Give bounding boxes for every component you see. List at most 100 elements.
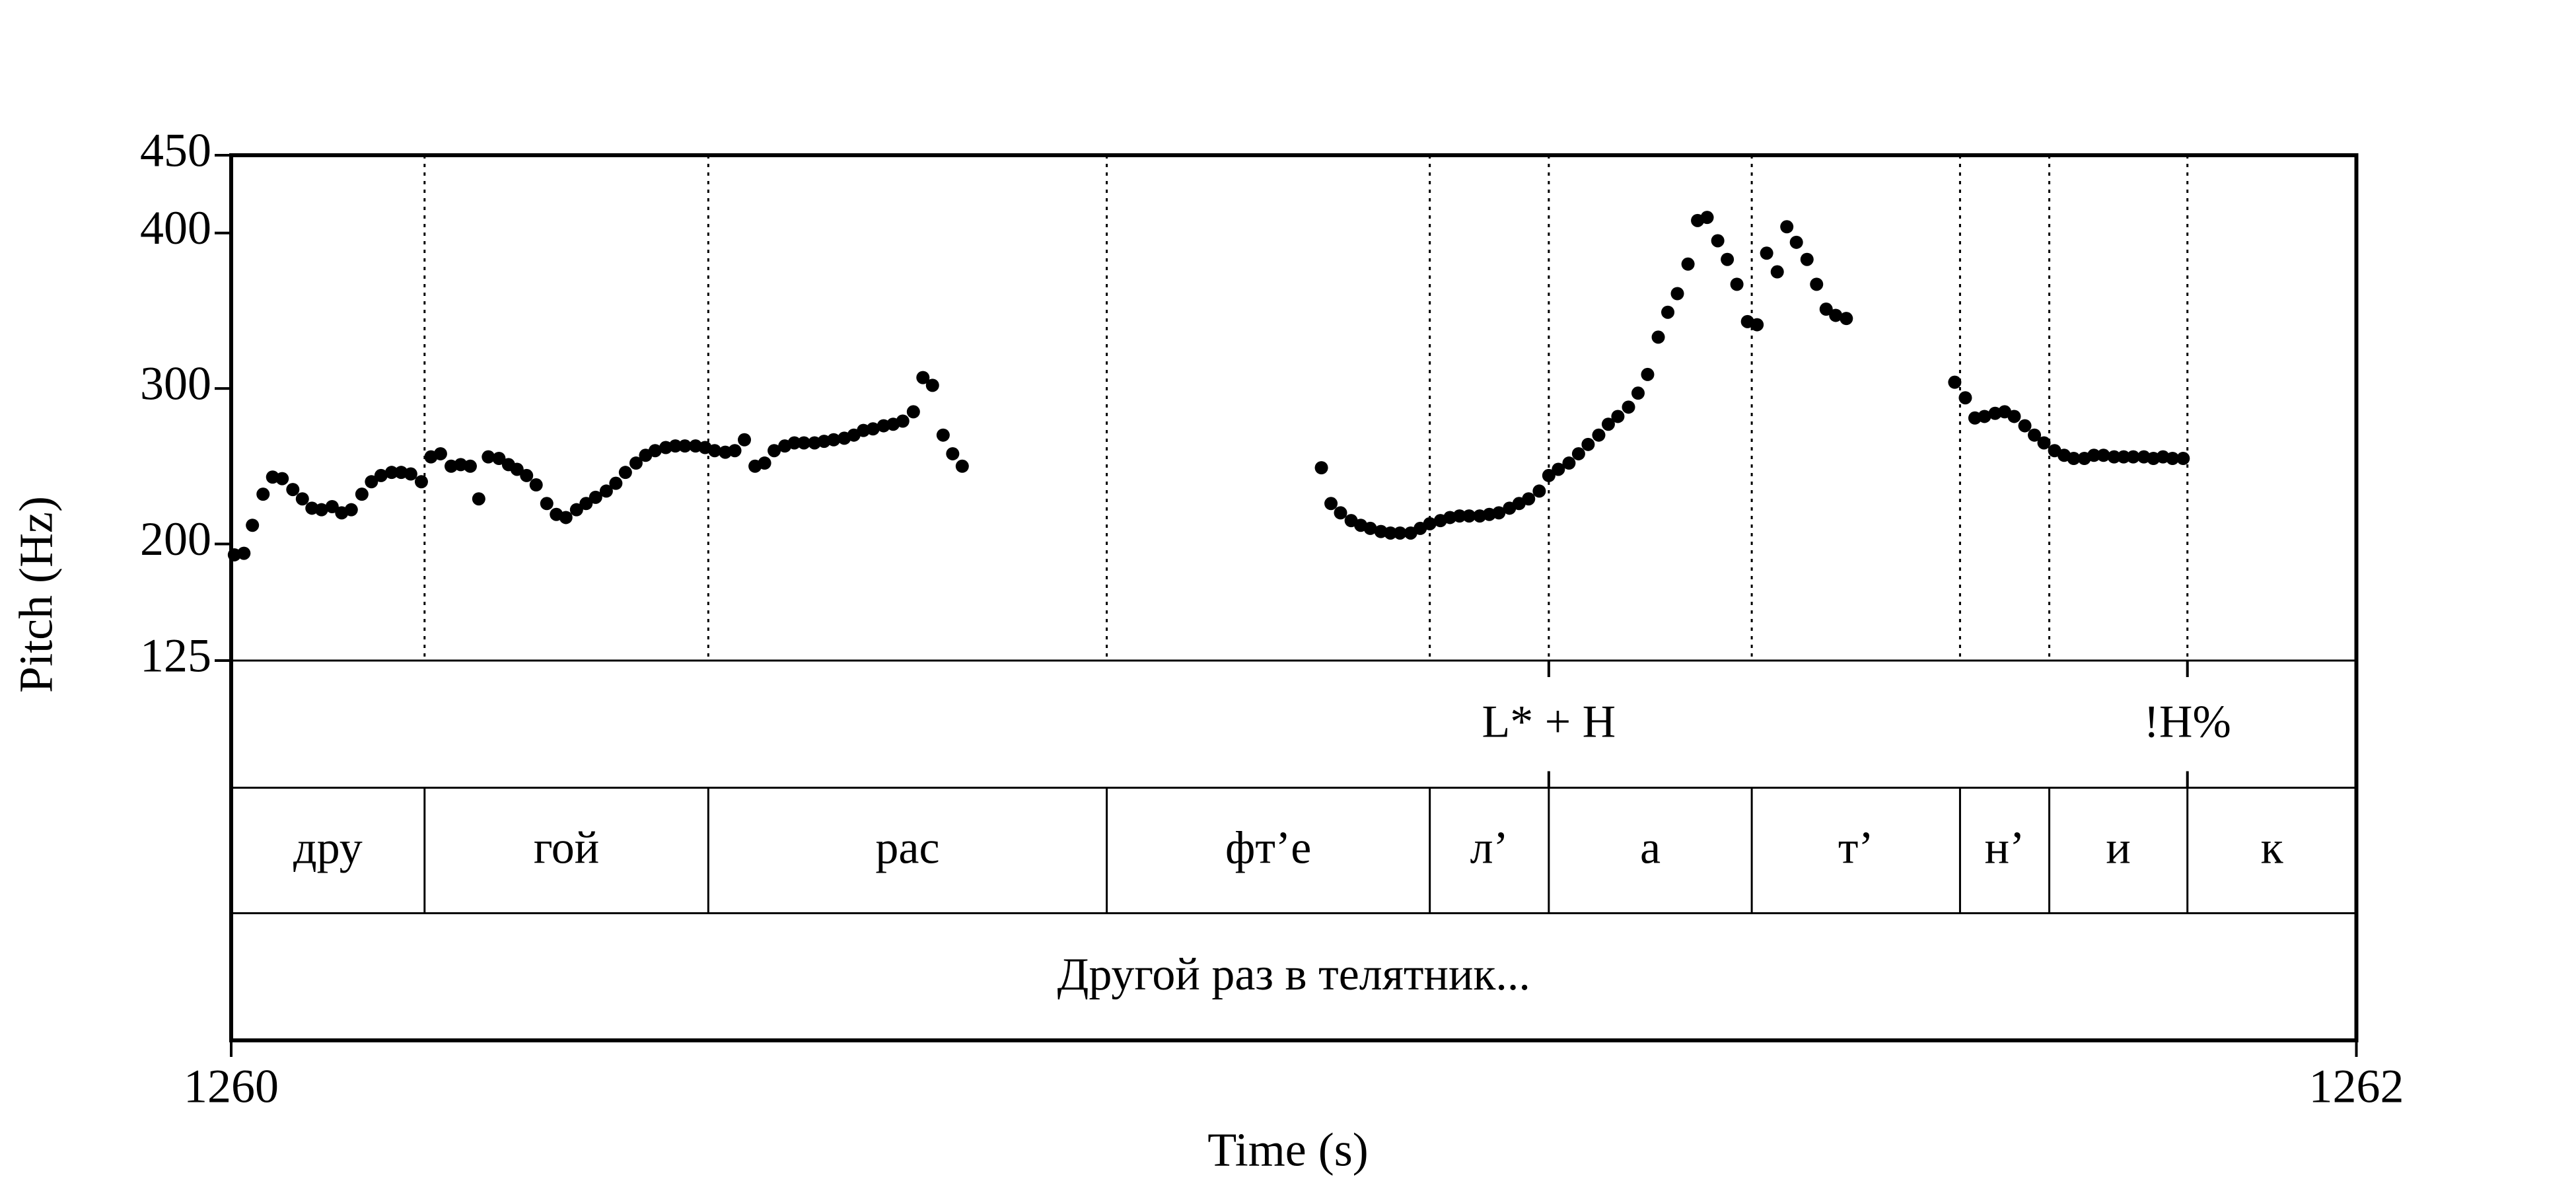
pitch-point bbox=[936, 428, 950, 442]
pitch-point bbox=[1661, 305, 1675, 319]
pitch-point bbox=[1571, 447, 1585, 460]
pitch-point bbox=[1552, 462, 1565, 476]
pitch-point bbox=[463, 459, 477, 473]
pitch-point bbox=[256, 487, 270, 501]
pitch-point bbox=[955, 459, 969, 473]
pitch-point bbox=[1840, 312, 1853, 326]
point-label: !H% bbox=[2144, 696, 2231, 747]
pitch-point bbox=[365, 475, 378, 489]
pitch-point bbox=[1978, 410, 1991, 423]
pitch-point bbox=[1384, 526, 1398, 540]
pitch-point bbox=[866, 422, 880, 436]
pitch-point bbox=[1522, 492, 1536, 506]
pitch-point bbox=[758, 456, 771, 470]
interval-label: л’ bbox=[1470, 823, 1509, 874]
pitch-point bbox=[1780, 220, 1794, 234]
pitch-point bbox=[728, 444, 742, 458]
x-tick-label: 1260 bbox=[184, 1060, 279, 1113]
pitch-point bbox=[579, 497, 593, 511]
pitch-point bbox=[1800, 252, 1814, 266]
interval-label: к bbox=[2261, 823, 2284, 874]
pitch-point bbox=[520, 468, 534, 482]
pitch-point bbox=[618, 466, 632, 480]
pitch-point bbox=[1532, 484, 1546, 498]
pitch-point bbox=[1670, 287, 1684, 301]
pitch-point bbox=[374, 468, 388, 482]
pitch-point bbox=[629, 456, 643, 470]
pitch-point bbox=[1770, 265, 1784, 279]
pitch-point bbox=[1601, 417, 1615, 431]
pitch-point bbox=[314, 503, 328, 517]
pitch-point bbox=[492, 452, 506, 465]
pitch-point bbox=[529, 478, 543, 492]
x-tick-label: 1262 bbox=[2309, 1060, 2404, 1113]
pitch-point bbox=[237, 546, 251, 560]
interval-label: дру bbox=[293, 823, 363, 874]
pitch-point bbox=[1314, 461, 1328, 475]
point-label: L* + H bbox=[1482, 696, 1616, 747]
pitch-point bbox=[2096, 449, 2110, 462]
interval-label: рас bbox=[875, 823, 939, 874]
pitch-point bbox=[609, 476, 623, 490]
pitch-point bbox=[1581, 437, 1595, 451]
pitch-point bbox=[678, 439, 692, 453]
pitch-point bbox=[325, 499, 339, 513]
y-tick-label: 125 bbox=[140, 630, 211, 682]
pitch-point bbox=[384, 466, 398, 480]
y-tick-label: 300 bbox=[140, 357, 211, 410]
pitch-point bbox=[433, 447, 447, 460]
pitch-point bbox=[1958, 391, 1972, 405]
pitch-point bbox=[295, 492, 309, 506]
pitch-point bbox=[1622, 400, 1635, 414]
pitch-point bbox=[827, 433, 841, 447]
pitch-point bbox=[2107, 450, 2121, 464]
pitch-point bbox=[1592, 428, 1606, 442]
pitch-point bbox=[906, 405, 920, 419]
pitch-point bbox=[925, 378, 939, 392]
pitch-point bbox=[1651, 330, 1665, 344]
pitch-point bbox=[2007, 410, 2021, 423]
pitch-point bbox=[1641, 367, 1655, 381]
y-tick-label: 400 bbox=[140, 201, 211, 254]
pitch-point bbox=[246, 519, 260, 532]
pitch-point bbox=[946, 447, 960, 460]
pitch-point bbox=[559, 511, 573, 524]
pitch-point bbox=[2018, 419, 2032, 433]
pitch-point bbox=[1562, 456, 1576, 470]
pitch-point bbox=[787, 436, 801, 450]
pitch-point bbox=[569, 503, 583, 517]
pitch-point bbox=[1721, 252, 1735, 266]
interval-label: и bbox=[2106, 823, 2130, 874]
pitch-point bbox=[2087, 449, 2101, 462]
pitch-point bbox=[2166, 452, 2180, 465]
pitch-point bbox=[510, 462, 524, 476]
x-axis-label: Time (s) bbox=[1207, 1124, 1368, 1176]
pitch-point bbox=[286, 483, 300, 497]
pitch-point bbox=[1760, 246, 1773, 260]
pitch-point bbox=[589, 490, 602, 504]
pitch-point bbox=[896, 414, 910, 428]
pitch-point bbox=[1789, 235, 1803, 249]
pitch-point bbox=[599, 484, 613, 498]
frame bbox=[229, 153, 2359, 1042]
y-tick-label: 450 bbox=[140, 124, 211, 177]
pitch-point bbox=[707, 444, 721, 458]
pitch-point bbox=[648, 444, 662, 458]
pitch-point bbox=[797, 436, 811, 450]
interval-label: а bbox=[1640, 823, 1661, 874]
pitch-point bbox=[1452, 509, 1466, 523]
pitch-point bbox=[1948, 375, 1962, 389]
pitch-point bbox=[738, 433, 752, 447]
y-axis-label: Pitch (Hz) bbox=[10, 496, 63, 693]
pitch-point bbox=[1492, 506, 1506, 520]
pitch-point bbox=[1750, 318, 1764, 332]
interval-label: Другой раз в телятник... bbox=[1057, 949, 1530, 1000]
pitch-point bbox=[1542, 468, 1556, 482]
pitch-point bbox=[1462, 509, 1476, 523]
pitch-point bbox=[540, 497, 554, 511]
interval-label: гой bbox=[534, 823, 599, 874]
interval-label: фт’е bbox=[1225, 823, 1311, 874]
pitch-point bbox=[2126, 450, 2140, 464]
pitch-point bbox=[1810, 277, 1824, 291]
